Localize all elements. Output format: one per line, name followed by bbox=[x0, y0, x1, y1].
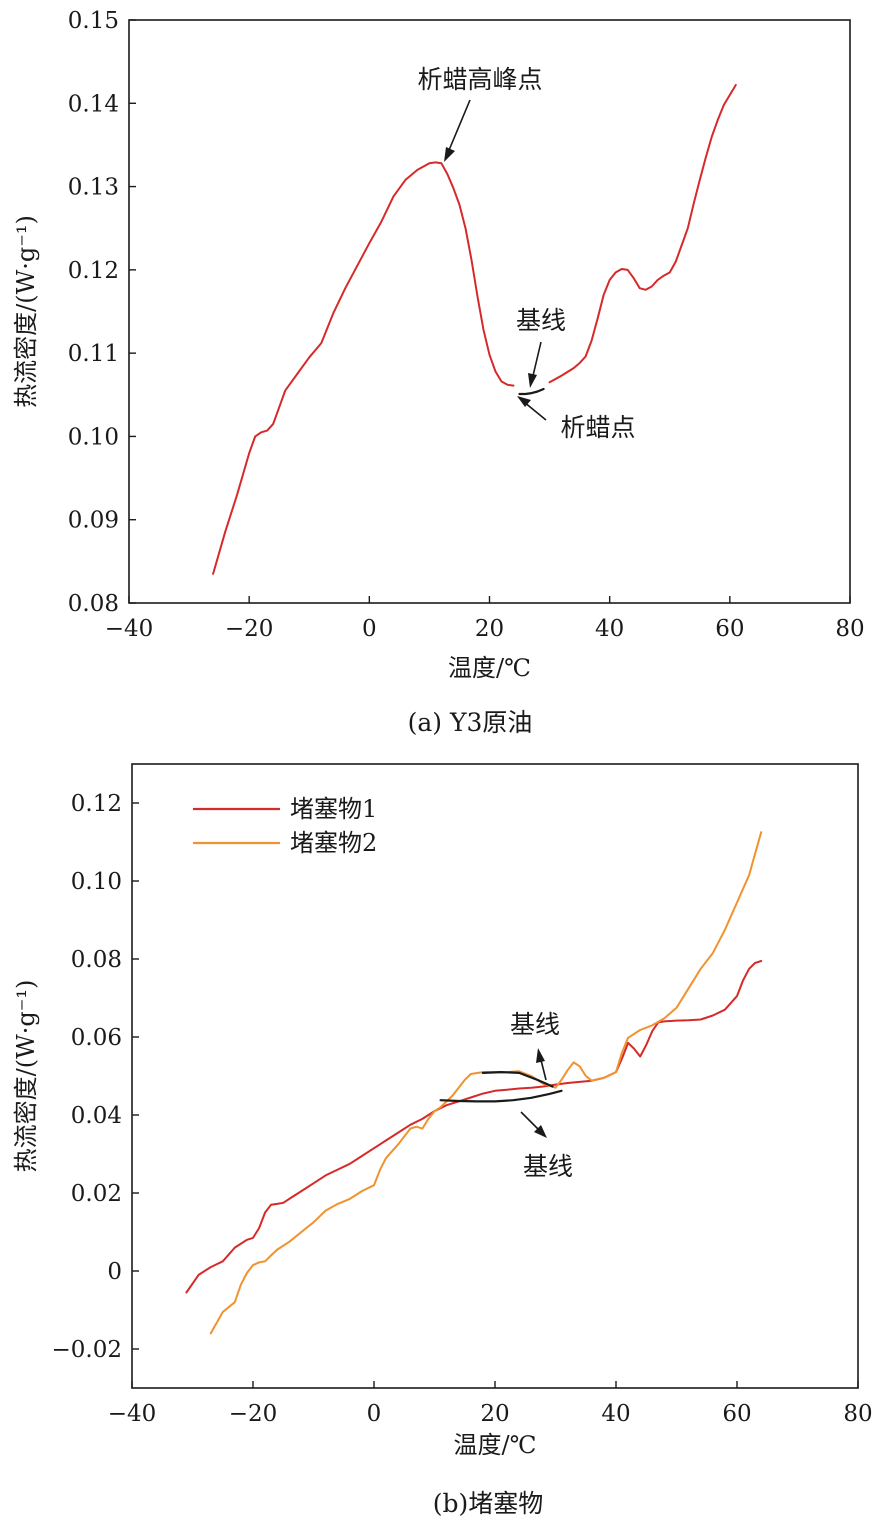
annotation-lower-baseline-label: 基线 bbox=[523, 1152, 573, 1181]
x-tick-label: −40 bbox=[105, 616, 154, 642]
y-tick-label: 0.09 bbox=[68, 508, 119, 534]
x-tick-label: −20 bbox=[229, 1401, 278, 1427]
chart-a-annotations: 析蜡高峰点 基线 析蜡点 bbox=[417, 65, 635, 442]
y-tick-label: 0.10 bbox=[71, 869, 122, 895]
annotation-upper-baseline-label: 基线 bbox=[510, 1010, 560, 1039]
y-tick-label: 0 bbox=[107, 1259, 122, 1285]
annotation-baseline-arrow bbox=[531, 341, 542, 381]
y-tick-label: 0.08 bbox=[71, 947, 122, 973]
annotation-baseline-label: 基线 bbox=[516, 306, 566, 335]
series-line-2 bbox=[548, 84, 737, 384]
chart-panel-b: −40 −20 0 20 40 60 80 −0.02 0 0.02 0.04 0.06 0.08 0.1… bbox=[12, 763, 872, 1518]
chart-b-ylabel: 热流密度/(W·g⁻¹) bbox=[12, 980, 40, 1173]
legend-label-series-1: 堵塞物1 bbox=[290, 795, 377, 823]
x-tick-label: 20 bbox=[480, 1401, 509, 1427]
y-tick-label: 0.02 bbox=[71, 1181, 122, 1207]
y-tick-label: −0.02 bbox=[52, 1337, 122, 1363]
annotation-peak-arrow bbox=[446, 99, 471, 156]
y-tick-label: 0.11 bbox=[68, 341, 119, 367]
x-tick-label: 40 bbox=[601, 1401, 630, 1427]
x-tick-label: −20 bbox=[225, 616, 274, 642]
y-tick-label: 0.12 bbox=[71, 791, 122, 817]
annotation-wax-point-arrow bbox=[523, 401, 547, 421]
x-tick-label: 40 bbox=[595, 616, 624, 642]
series-line-3 bbox=[518, 387, 545, 396]
annotation-peak-label: 析蜡高峰点 bbox=[417, 65, 542, 94]
series-line-1 bbox=[185, 960, 763, 1294]
y-tick-label: 0.12 bbox=[68, 258, 119, 284]
chart-b-annotations: 基线 基线 bbox=[510, 1010, 573, 1181]
y-tick-label: 0.13 bbox=[68, 175, 119, 201]
chart-b-frame bbox=[131, 763, 859, 1389]
annotation-upper-baseline-arrowhead bbox=[536, 1048, 545, 1063]
x-tick-label: 80 bbox=[843, 1401, 872, 1427]
x-tick-label: −40 bbox=[108, 1401, 157, 1427]
annotation-wax-point-label: 析蜡点 bbox=[560, 413, 635, 442]
chart-b-legend: 堵塞物1 堵塞物2 bbox=[193, 795, 377, 857]
x-tick-label: 80 bbox=[835, 616, 864, 642]
y-tick-label: 0.06 bbox=[71, 1025, 122, 1051]
x-tick-label: 20 bbox=[475, 616, 504, 642]
annotation-peak-arrowhead bbox=[444, 147, 455, 162]
chart-b-ticks: −40 −20 0 20 40 60 80 −0.02 0 0.02 0.04 0.06 0.08 0.1… bbox=[52, 791, 872, 1427]
chart-panel-a: −40 −20 0 20 40 60 80 0.08 0.09 0.10 0.11 0.12 0.13 0… bbox=[12, 8, 865, 737]
x-tick-label: 60 bbox=[715, 616, 744, 642]
chart-a-ticks: −40 −20 0 20 40 60 80 0.08 0.09 0.10 0.11 0.12 0.13 0… bbox=[68, 8, 865, 642]
chart-b-marks bbox=[185, 831, 763, 1335]
annotation-wax-point-arrowhead bbox=[517, 396, 531, 407]
x-tick-label: 60 bbox=[722, 1401, 751, 1427]
x-tick-label: 0 bbox=[367, 1401, 382, 1427]
chart-b-xlabel: 温度/℃ bbox=[454, 1431, 537, 1459]
series-line-2 bbox=[209, 831, 763, 1335]
series-line-4 bbox=[481, 1071, 554, 1088]
y-tick-label: 0.08 bbox=[68, 591, 119, 617]
annotation-baseline-arrowhead bbox=[528, 373, 537, 388]
y-tick-label: 0.04 bbox=[71, 1103, 122, 1129]
y-tick-label: 0.10 bbox=[68, 424, 119, 450]
chart-a-xlabel: 温度/℃ bbox=[448, 654, 531, 682]
series-line-1 bbox=[212, 161, 515, 575]
chart-a-frame bbox=[128, 19, 851, 604]
chart-a-marks bbox=[212, 84, 737, 575]
y-tick-label: 0.14 bbox=[68, 91, 119, 117]
legend-label-series-2: 堵塞物2 bbox=[290, 829, 377, 857]
y-tick-label: 0.15 bbox=[68, 8, 119, 34]
series-line-3 bbox=[439, 1089, 563, 1103]
chart-a-caption: (a) Y3原油 bbox=[408, 708, 533, 737]
x-tick-label: 0 bbox=[362, 616, 377, 642]
annotation-lower-baseline-arrowhead bbox=[534, 1125, 547, 1138]
chart-a-ylabel: 热流密度/(W·g⁻¹) bbox=[12, 215, 40, 408]
chart-b-caption: (b)堵塞物 bbox=[433, 1489, 544, 1518]
